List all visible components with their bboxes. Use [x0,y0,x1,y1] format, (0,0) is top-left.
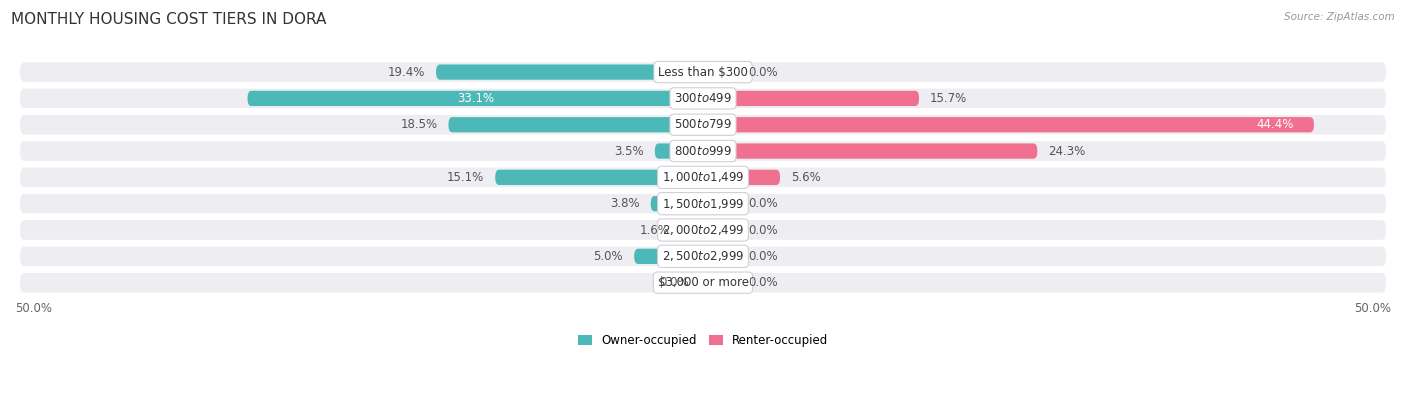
FancyBboxPatch shape [20,272,1386,293]
FancyBboxPatch shape [247,91,703,106]
Text: 3.5%: 3.5% [614,144,644,158]
FancyBboxPatch shape [703,144,1038,159]
Text: $2,500 to $2,999: $2,500 to $2,999 [662,249,744,264]
FancyBboxPatch shape [20,193,1386,215]
FancyBboxPatch shape [703,222,737,238]
Text: $3,000 or more: $3,000 or more [658,276,748,289]
Text: Less than $300: Less than $300 [658,66,748,78]
Text: $2,000 to $2,499: $2,000 to $2,499 [662,223,744,237]
FancyBboxPatch shape [651,196,703,211]
FancyBboxPatch shape [681,222,703,238]
FancyBboxPatch shape [703,64,737,80]
FancyBboxPatch shape [655,144,703,159]
FancyBboxPatch shape [20,246,1386,267]
Text: 50.0%: 50.0% [1354,302,1391,315]
Text: 44.4%: 44.4% [1256,118,1294,131]
Text: 3.8%: 3.8% [610,197,640,210]
Text: MONTHLY HOUSING COST TIERS IN DORA: MONTHLY HOUSING COST TIERS IN DORA [11,12,326,27]
Text: 0.0%: 0.0% [748,224,778,237]
Text: 0.0%: 0.0% [748,250,778,263]
Text: 15.1%: 15.1% [447,171,484,184]
Text: 0.0%: 0.0% [748,276,778,289]
FancyBboxPatch shape [436,64,703,80]
FancyBboxPatch shape [20,88,1386,109]
FancyBboxPatch shape [20,61,1386,83]
Text: 50.0%: 50.0% [15,302,52,315]
Text: 33.1%: 33.1% [457,92,494,105]
FancyBboxPatch shape [703,117,1315,132]
FancyBboxPatch shape [703,170,780,185]
FancyBboxPatch shape [20,140,1386,162]
FancyBboxPatch shape [20,166,1386,188]
Text: 1.6%: 1.6% [640,224,671,237]
Text: 0.0%: 0.0% [659,276,689,289]
Text: 19.4%: 19.4% [388,66,425,78]
FancyBboxPatch shape [703,249,737,264]
FancyBboxPatch shape [703,91,920,106]
FancyBboxPatch shape [20,219,1386,241]
Text: $1,500 to $1,999: $1,500 to $1,999 [662,197,744,211]
Text: Source: ZipAtlas.com: Source: ZipAtlas.com [1284,12,1395,22]
FancyBboxPatch shape [495,170,703,185]
Text: 18.5%: 18.5% [401,118,437,131]
Text: 0.0%: 0.0% [748,197,778,210]
Text: 5.0%: 5.0% [593,250,623,263]
Text: $1,000 to $1,499: $1,000 to $1,499 [662,171,744,184]
FancyBboxPatch shape [449,117,703,132]
Text: 15.7%: 15.7% [929,92,967,105]
Text: $800 to $999: $800 to $999 [673,144,733,158]
Text: 5.6%: 5.6% [792,171,821,184]
Text: $500 to $799: $500 to $799 [673,118,733,131]
FancyBboxPatch shape [634,249,703,264]
FancyBboxPatch shape [20,114,1386,136]
Text: $300 to $499: $300 to $499 [673,92,733,105]
FancyBboxPatch shape [703,196,737,211]
Text: 24.3%: 24.3% [1049,144,1085,158]
FancyBboxPatch shape [703,275,737,290]
Text: 0.0%: 0.0% [748,66,778,78]
Legend: Owner-occupied, Renter-occupied: Owner-occupied, Renter-occupied [572,329,834,352]
